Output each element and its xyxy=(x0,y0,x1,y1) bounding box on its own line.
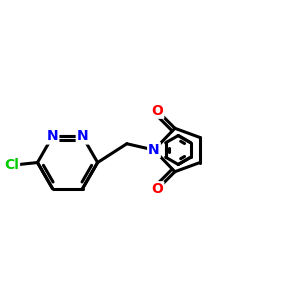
Text: N: N xyxy=(148,143,160,157)
Text: O: O xyxy=(152,104,163,118)
Text: O: O xyxy=(152,182,163,196)
Text: Cl: Cl xyxy=(4,158,19,172)
Text: N: N xyxy=(47,130,58,143)
Text: N: N xyxy=(77,130,88,143)
